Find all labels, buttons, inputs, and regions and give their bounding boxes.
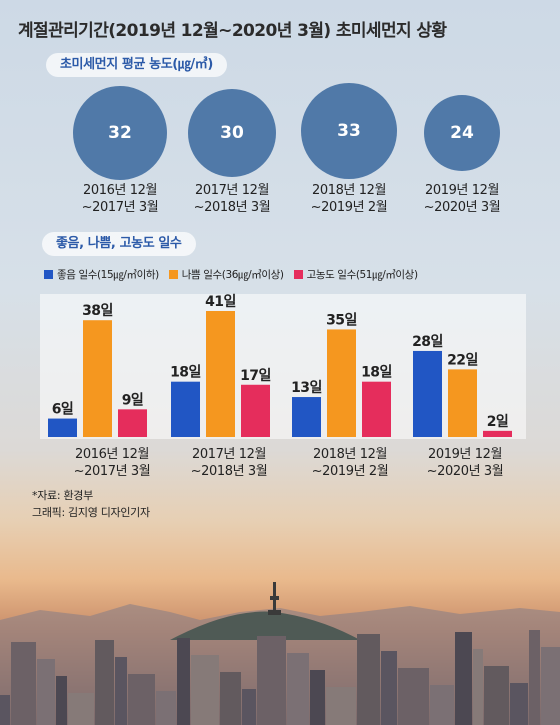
bar-good-3 bbox=[413, 350, 442, 437]
bar-chart: 6일 18일 13일 28일 38일 41일 35일 22일 9일 17일 18일 2일 bbox=[48, 294, 512, 437]
bubble-concentration-2017: 30 bbox=[188, 89, 276, 177]
category-label-line2: ~2017년 3월 bbox=[73, 464, 151, 479]
building bbox=[220, 672, 241, 725]
building bbox=[242, 689, 256, 725]
bar-bad-1 bbox=[206, 311, 235, 437]
bar-high-3 bbox=[483, 430, 512, 437]
bubble-label-2018: 2018년 12월 ~2019년 2월 bbox=[279, 182, 419, 216]
bubble-label-line2: ~2017년 3월 bbox=[81, 200, 159, 215]
building bbox=[484, 666, 509, 725]
bubble-label-line1: 2017년 12월 bbox=[194, 183, 270, 198]
category-label-line1: 2019년 12월 bbox=[427, 447, 503, 462]
building bbox=[430, 685, 454, 725]
category-label-2017: 2017년 12월 ~2018년 3월 bbox=[164, 446, 294, 480]
chart-legend: 좋음 일수(15㎍/㎥이하) 나쁨 일수(36㎍/㎥이상) 고농도 일수(51㎍… bbox=[44, 267, 428, 282]
building bbox=[398, 668, 429, 725]
building bbox=[11, 642, 36, 725]
legend-swatch-bad bbox=[168, 270, 178, 279]
bubble-label-line1: 2019년 12월 bbox=[424, 183, 500, 198]
legend-label-high: 고농도 일수(51㎍/㎥이상) bbox=[306, 269, 418, 281]
building bbox=[56, 676, 67, 725]
seoul-tower bbox=[268, 582, 281, 615]
bar-good-2 bbox=[292, 397, 321, 437]
bar-label-high-2: 18일 bbox=[361, 365, 392, 381]
category-label-line1: 2017년 12월 bbox=[191, 447, 267, 462]
bar-label-good-1: 18일 bbox=[170, 365, 201, 381]
bubble-label-2016: 2016년 12월 ~2017년 3월 bbox=[50, 182, 190, 216]
bubble-concentration-2016: 32 bbox=[73, 86, 167, 180]
building bbox=[115, 657, 127, 725]
bar-high-1 bbox=[241, 384, 270, 437]
bar-high-2 bbox=[362, 381, 391, 437]
building bbox=[381, 651, 397, 725]
category-label-2019: 2019년 12월 ~2020년 3월 bbox=[400, 446, 530, 480]
building bbox=[455, 632, 472, 725]
building bbox=[357, 634, 380, 725]
legend-item-bad: 나쁨 일수(36㎍/㎥이상) bbox=[168, 267, 284, 282]
bubble-concentration-2018: 33 bbox=[301, 83, 397, 179]
legend-swatch-high bbox=[293, 270, 303, 279]
building bbox=[128, 674, 155, 725]
category-label-line2: ~2018년 3월 bbox=[190, 464, 268, 479]
bar-high-0 bbox=[118, 409, 147, 437]
bar-bad-0 bbox=[83, 320, 112, 437]
bar-label-good-2: 13일 bbox=[291, 380, 322, 396]
bubble-label-line1: 2016년 12월 bbox=[82, 183, 158, 198]
buildings bbox=[0, 630, 560, 725]
bar-label-bad-3: 22일 bbox=[447, 352, 478, 368]
section-title-days: 좋음, 나쁨, 고농도 일수 bbox=[42, 232, 196, 256]
bar-good-1 bbox=[171, 381, 200, 437]
building bbox=[473, 649, 483, 725]
category-label-line2: ~2019년 2월 bbox=[311, 464, 389, 479]
bar-label-high-0: 9일 bbox=[122, 392, 144, 408]
bar-bad-2 bbox=[327, 329, 356, 437]
building bbox=[191, 655, 219, 725]
building bbox=[310, 670, 325, 725]
building bbox=[510, 683, 528, 725]
legend-item-high: 고농도 일수(51㎍/㎥이상) bbox=[293, 267, 418, 282]
category-label-line1: 2016년 12월 bbox=[74, 447, 150, 462]
category-label-line2: ~2020년 3월 bbox=[426, 464, 504, 479]
bubble-label-line2: ~2020년 3월 bbox=[423, 200, 501, 215]
section-title-concentration: 초미세먼지 평균 농도(㎍/㎥) bbox=[46, 53, 227, 77]
bubble-label-line2: ~2018년 3월 bbox=[193, 200, 271, 215]
legend-label-good: 좋음 일수(15㎍/㎥이하) bbox=[57, 269, 159, 281]
building bbox=[0, 695, 10, 725]
bar-label-high-1: 17일 bbox=[240, 368, 271, 384]
bubble-label-2019: 2019년 12월 ~2020년 3월 bbox=[392, 182, 532, 216]
bar-label-good-3: 28일 bbox=[412, 334, 443, 350]
building bbox=[37, 659, 55, 725]
building bbox=[326, 687, 356, 725]
bar-label-high-3: 2일 bbox=[487, 414, 509, 430]
building bbox=[529, 630, 540, 725]
legend-label-bad: 나쁨 일수(36㎍/㎥이상) bbox=[181, 269, 284, 281]
category-label-2016: 2016년 12월 ~2017년 3월 bbox=[47, 446, 177, 480]
legend-swatch-good bbox=[44, 270, 53, 279]
category-label-line1: 2018년 12월 bbox=[312, 447, 388, 462]
building bbox=[68, 693, 94, 725]
building bbox=[95, 640, 114, 725]
building bbox=[541, 647, 560, 725]
graphic-credit: 그래픽: 김지영 디자인기자 bbox=[32, 506, 150, 519]
bar-label-bad-0: 38일 bbox=[82, 303, 113, 319]
bubble-label-line2: ~2019년 2월 bbox=[310, 200, 388, 215]
building bbox=[257, 636, 286, 725]
bar-good-0 bbox=[48, 418, 77, 437]
bubble-label-2017: 2017년 12월 ~2018년 3월 bbox=[162, 182, 302, 216]
source-note: *자료: 환경부 bbox=[32, 489, 93, 502]
bubble-concentration-2019: 24 bbox=[424, 95, 500, 171]
bubble-label-line1: 2018년 12월 bbox=[311, 183, 387, 198]
building bbox=[156, 691, 176, 725]
building bbox=[177, 638, 190, 725]
page-title: 계절관리기간(2019년 12월~2020년 3월) 초미세먼지 상황 bbox=[18, 21, 447, 41]
category-label-2018: 2018년 12월 ~2019년 2월 bbox=[285, 446, 415, 480]
bar-label-bad-1: 41일 bbox=[205, 294, 236, 310]
bar-bad-3 bbox=[448, 369, 477, 437]
bar-label-good-0: 6일 bbox=[52, 402, 74, 418]
legend-item-good: 좋음 일수(15㎍/㎥이하) bbox=[44, 267, 159, 282]
bar-label-bad-2: 35일 bbox=[326, 312, 357, 328]
building bbox=[287, 653, 309, 725]
